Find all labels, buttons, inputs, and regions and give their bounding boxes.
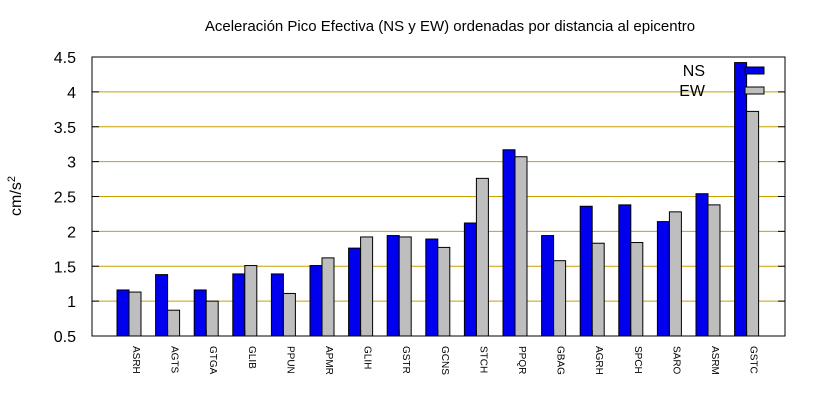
bar-ew-gbag [553, 260, 567, 337]
y-tick-label: 0.5 [54, 329, 76, 346]
x-tick-label: GLIB [246, 346, 257, 369]
bar-ns-apmr [309, 265, 323, 337]
y-tick-label: 3 [67, 155, 76, 172]
bar-ew-agts [167, 309, 181, 337]
x-tick-label: GCNS [439, 346, 450, 375]
legend-swatch-ns [744, 66, 765, 75]
chart-title: Aceleración Pico Efectiva (NS y EW) orde… [205, 18, 695, 35]
y-axis-label-unit: cm/s [8, 182, 25, 216]
ticks-layer: 0.5 1 1.5 2 2.5 3 3.5 4 4.5 [54, 50, 785, 346]
bar-ew-ppqr [514, 156, 528, 337]
bar-ew-gcns [437, 246, 451, 337]
bar-ns-asrm [695, 193, 709, 337]
x-tick-label: GBAG [555, 346, 566, 375]
y-axis-label: cm/s2 [6, 176, 25, 216]
y-tick-label: 2.5 [54, 190, 76, 207]
y-axis-label-superscript: 2 [6, 176, 18, 182]
bar-ns-gbag [541, 235, 555, 337]
bar-ew-saro [668, 211, 682, 337]
x-tick-label: ASRM [709, 346, 720, 375]
bar-ns-glih [348, 247, 362, 337]
legend-swatch-ew [744, 86, 765, 95]
bar-ew-asrm [707, 204, 721, 337]
x-tick-label: AGTS [169, 346, 180, 374]
y-tick-label: 3.5 [54, 120, 76, 137]
bar-ew-glib [244, 265, 258, 337]
bar-ew-spch [630, 242, 644, 337]
bar-ew-agrh [591, 242, 605, 337]
y-tick-label: 2 [67, 224, 76, 241]
bar-ew-stch [475, 177, 489, 337]
bar-ew-gtga [205, 300, 219, 337]
bar-ns-ppun [270, 273, 284, 337]
bar-ew-apmr [321, 257, 335, 337]
bar-ns-asrh [116, 289, 130, 337]
bar-ns-agrh [579, 205, 593, 337]
x-tick-label: SPCH [632, 346, 643, 374]
legend: NS EW [679, 63, 765, 100]
bar-ns-gtga [193, 289, 207, 337]
legend-label-ns: NS [683, 63, 705, 80]
x-tick-labels: ASRH AGTS GTGA GLIB PPUN APMR GLIH GSTR GCNS STCH… [130, 346, 759, 375]
bar-ns-gstc [734, 62, 748, 337]
x-tick-label: AGRH [593, 346, 604, 375]
x-tick-label: GSTC [748, 346, 759, 374]
bar-ew-asrh [128, 291, 142, 337]
y-tick-label: 4.5 [54, 50, 76, 67]
grid-layer [92, 91, 785, 302]
bar-ns-spch [618, 204, 632, 337]
bar-ns-ppqr [502, 149, 516, 337]
bar-ew-ppun [282, 292, 296, 337]
x-tick-label: GTGA [207, 346, 218, 375]
bar-ns-agts [155, 274, 169, 337]
y-tick-label: 4 [67, 85, 76, 102]
y-tick-label: 1.5 [54, 259, 76, 276]
y-tick-label: 1 [67, 294, 76, 311]
x-tick-label: SARO [670, 346, 681, 375]
x-tick-label: PPQR [516, 346, 527, 374]
x-tick-label: PPUN [284, 346, 295, 374]
bars-layer [116, 62, 760, 337]
x-tick-label: APMR [323, 346, 334, 375]
bar-ew-gstr [398, 236, 412, 337]
x-tick-label: STCH [477, 346, 488, 373]
bar-ew-glih [360, 236, 374, 337]
legend-label-ew: EW [679, 83, 706, 100]
bar-ns-saro [656, 221, 670, 337]
bar-ns-stch [463, 222, 477, 337]
bar-ns-glib [232, 273, 246, 337]
x-tick-label: GLIH [362, 346, 373, 369]
x-tick-label: ASRH [130, 346, 141, 374]
bar-ew-gstc [746, 110, 760, 337]
bar-ns-gcns [425, 238, 439, 337]
bar-ns-gstr [386, 235, 400, 337]
x-tick-label: GSTR [400, 346, 411, 374]
